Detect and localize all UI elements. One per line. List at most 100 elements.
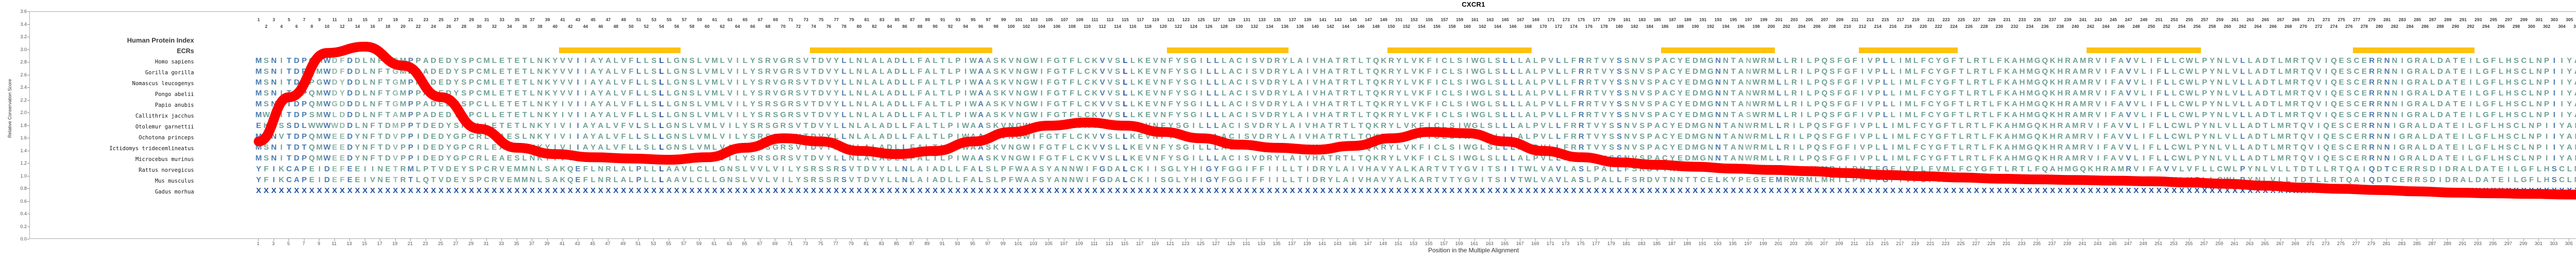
amino-acid-cell: L <box>2240 121 2245 130</box>
amino-acid-cell: L <box>1123 132 1127 141</box>
amino-acid-cell: I <box>1900 110 1902 119</box>
amino-acid-cell: X <box>477 186 482 195</box>
amino-acid-cell: L <box>1883 132 1888 141</box>
amino-acid-cell: W <box>1753 100 1760 108</box>
amino-acid-cell: I <box>569 121 571 130</box>
amino-acid-cell: R <box>781 154 786 163</box>
amino-acid-cell: X <box>1670 186 1675 195</box>
amino-acid-cell: C <box>1077 143 1082 152</box>
position-number: 211 <box>1852 17 1859 22</box>
amino-acid-cell: V <box>1556 165 1561 173</box>
amino-acid-cell: N <box>362 132 368 141</box>
amino-acid-cell: R <box>2285 132 2291 141</box>
amino-acid-cell: M <box>711 67 718 76</box>
amino-acid-cell: X <box>667 186 672 195</box>
amino-acid-cell: L <box>1564 175 1568 184</box>
amino-acid-cell: D <box>431 78 436 87</box>
amino-acid-cell: V <box>720 132 725 141</box>
amino-acid-cell: N <box>1745 100 1751 108</box>
amino-acid-cell: P <box>408 121 413 130</box>
amino-acid-cell: Y <box>2560 143 2565 152</box>
amino-acid-cell: P <box>2544 110 2549 119</box>
amino-acid-cell: T <box>811 100 816 108</box>
amino-acid-cell: Q <box>2042 175 2048 184</box>
position-number: 117 <box>1137 17 1144 22</box>
position-number: 44 <box>583 24 588 29</box>
amino-acid-cell: S <box>986 175 991 184</box>
amino-acid-cell: A <box>978 89 984 98</box>
amino-acid-cell: D <box>1267 67 1273 76</box>
position-ruler-row: 1 3 5 7 9 11 13 15 17 19 21 23 25 27 29 31 33 35 37 39 41 43 4… <box>30 17 2576 24</box>
amino-acid-cell: L <box>1959 143 1963 152</box>
amino-acid-cell: V <box>1404 121 1409 130</box>
amino-acid-cell: T <box>2270 56 2275 65</box>
amino-acid-cell: L <box>2422 154 2427 163</box>
amino-acid-cell: S <box>993 89 998 98</box>
amino-acid-cell: C <box>1928 67 1934 76</box>
amino-acid-cell: E <box>385 165 391 173</box>
amino-acid-cell: A <box>1229 78 1234 87</box>
amino-acid-cell: X <box>2331 186 2336 195</box>
amino-acid-cell: N <box>2392 100 2398 108</box>
amino-acid-cell: F <box>1571 67 1576 76</box>
amino-acid-cell: I <box>729 121 731 130</box>
amino-acid-cell: A <box>879 121 885 130</box>
amino-acid-cell: P <box>1815 89 1820 98</box>
amino-acid-cell: R <box>788 110 793 119</box>
amino-acid-cell: I <box>729 143 731 152</box>
amino-acid-cell: M <box>704 154 710 163</box>
amino-acid-cell: Y <box>1046 165 1052 173</box>
amino-acid-cell: F <box>340 67 345 76</box>
amino-acid-cell: V <box>1412 78 1417 87</box>
amino-acid-cell: V <box>803 67 808 76</box>
amino-acid-cell: X <box>2050 186 2055 195</box>
amino-acid-cell: C <box>1928 89 1934 98</box>
amino-acid-cell: L <box>2202 175 2207 184</box>
amino-acid-cell: L <box>1077 78 1082 87</box>
amino-acid-cell: R <box>1335 121 1341 130</box>
amino-acid-cell: G <box>780 110 786 119</box>
amino-acid-cell: K <box>545 67 550 76</box>
amino-acid-cell: L <box>1207 100 1211 108</box>
amino-acid-cell: A <box>1738 89 1744 98</box>
amino-acid-cell: D <box>347 67 353 76</box>
amino-acid-cell: L <box>2164 143 2169 152</box>
amino-acid-cell: V <box>1305 121 1310 130</box>
amino-acid-cell: L <box>2141 89 2146 98</box>
amino-acid-cell: R <box>476 154 482 163</box>
position-number: 280 <box>2376 24 2383 29</box>
amino-acid-cell: I <box>729 132 731 141</box>
amino-acid-cell: L <box>1784 56 1789 65</box>
amino-acid-cell: L <box>903 154 907 163</box>
amino-acid-cell: L <box>735 121 740 130</box>
amino-acid-cell: S <box>1624 56 1630 65</box>
amino-acid-cell: R <box>2293 89 2299 98</box>
amino-acid-cell: T <box>1062 100 1066 108</box>
amino-acid-cell: Q <box>309 89 315 98</box>
amino-acid-cell: V <box>1145 154 1150 163</box>
position-number: 159 <box>1456 17 1463 22</box>
amino-acid-cell: M <box>1692 132 1699 141</box>
amino-acid-cell: P <box>302 175 307 184</box>
amino-acid-cell: I <box>782 165 784 173</box>
amino-acid-cell: F <box>1252 165 1257 173</box>
amino-acid-cell: L <box>1450 110 1454 119</box>
amino-acid-cell: I <box>2469 78 2471 87</box>
amino-acid-cell: E <box>2362 56 2367 65</box>
amino-acid-cell: Q <box>2080 165 2086 173</box>
amino-acid-cell: X <box>993 186 998 195</box>
amino-acid-cell: E <box>2453 154 2458 163</box>
amino-acid-cell: Y <box>834 110 839 119</box>
amino-acid-cell: V <box>826 110 832 119</box>
amino-acid-cell: L <box>1450 56 1454 65</box>
amino-acid-cell: X <box>1738 186 1743 195</box>
amino-acid-cell: C <box>2514 143 2519 152</box>
amino-acid-cell: T <box>1450 175 1454 184</box>
amino-acid-cell: L <box>910 165 914 173</box>
amino-acid-cell: L <box>1077 100 1082 108</box>
amino-acid-cell: K <box>1138 175 1143 184</box>
amino-acid-cell: G <box>1016 154 1022 163</box>
amino-acid-cell: I <box>2317 143 2319 152</box>
amino-acid-cell: C <box>2521 56 2527 65</box>
amino-acid-cell: N <box>2536 100 2542 108</box>
